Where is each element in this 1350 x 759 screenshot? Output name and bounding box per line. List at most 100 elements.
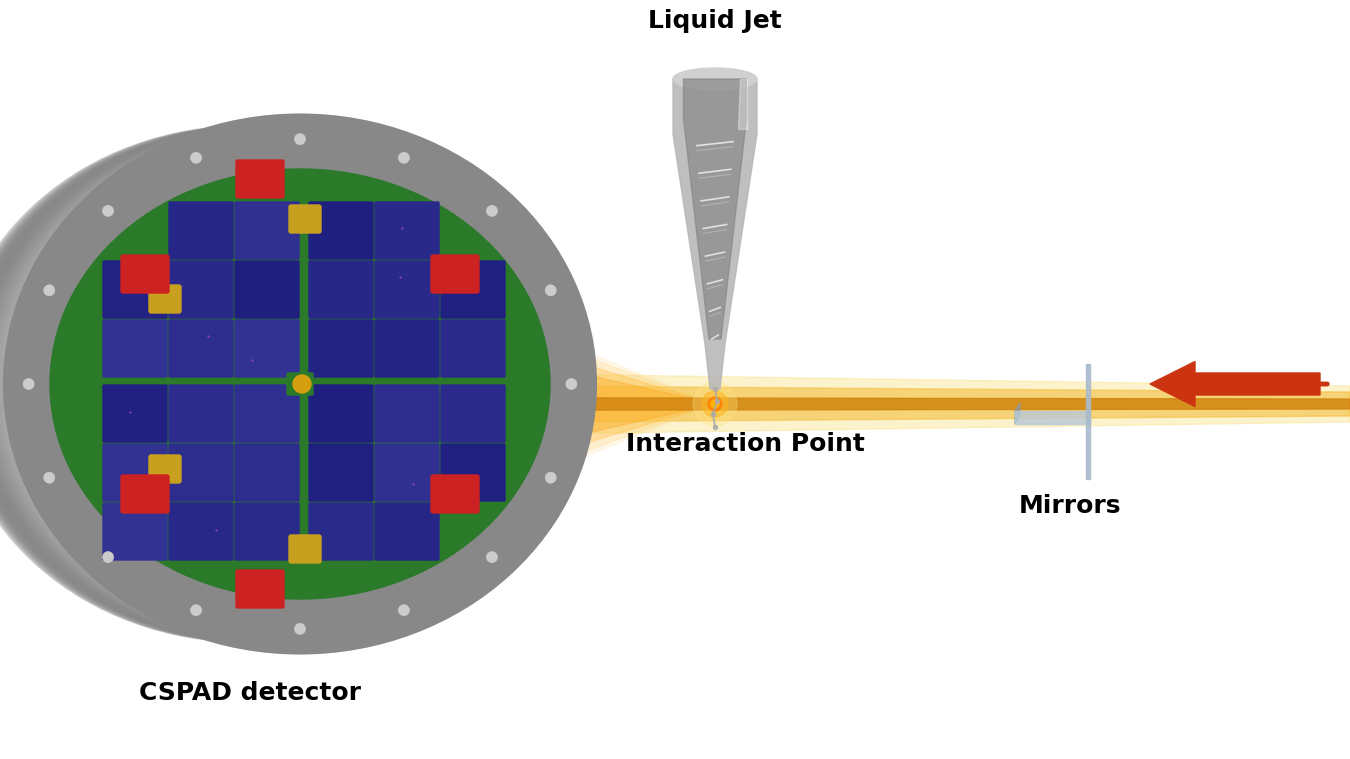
Ellipse shape xyxy=(0,126,583,642)
FancyBboxPatch shape xyxy=(103,444,167,501)
FancyBboxPatch shape xyxy=(431,475,479,513)
Polygon shape xyxy=(738,79,747,129)
FancyBboxPatch shape xyxy=(169,503,234,560)
FancyArrow shape xyxy=(1150,361,1320,407)
FancyBboxPatch shape xyxy=(235,444,298,501)
FancyBboxPatch shape xyxy=(236,160,284,198)
Circle shape xyxy=(23,379,34,389)
Circle shape xyxy=(398,153,409,163)
FancyBboxPatch shape xyxy=(309,385,373,442)
FancyBboxPatch shape xyxy=(289,535,321,563)
FancyBboxPatch shape xyxy=(375,385,439,442)
FancyBboxPatch shape xyxy=(103,320,167,377)
Circle shape xyxy=(398,605,409,616)
Polygon shape xyxy=(0,397,1350,411)
FancyBboxPatch shape xyxy=(169,320,234,377)
Circle shape xyxy=(294,623,305,635)
FancyBboxPatch shape xyxy=(309,503,373,560)
Ellipse shape xyxy=(0,126,543,642)
FancyBboxPatch shape xyxy=(441,261,505,318)
Text: CSPAD detector: CSPAD detector xyxy=(139,681,360,705)
Circle shape xyxy=(103,552,113,562)
FancyBboxPatch shape xyxy=(148,285,181,313)
FancyBboxPatch shape xyxy=(309,261,373,318)
Polygon shape xyxy=(674,79,757,389)
Circle shape xyxy=(103,206,113,216)
Ellipse shape xyxy=(0,126,568,642)
Polygon shape xyxy=(320,314,716,494)
FancyBboxPatch shape xyxy=(169,385,234,442)
FancyBboxPatch shape xyxy=(236,570,284,608)
FancyBboxPatch shape xyxy=(309,320,373,377)
Ellipse shape xyxy=(707,397,722,411)
Circle shape xyxy=(566,379,576,389)
Polygon shape xyxy=(1015,411,1089,424)
FancyBboxPatch shape xyxy=(431,255,479,293)
Polygon shape xyxy=(320,244,716,564)
Circle shape xyxy=(43,472,55,483)
FancyBboxPatch shape xyxy=(169,261,234,318)
FancyBboxPatch shape xyxy=(169,444,234,501)
Circle shape xyxy=(294,134,305,145)
Ellipse shape xyxy=(0,126,566,642)
FancyBboxPatch shape xyxy=(169,202,234,259)
Circle shape xyxy=(293,375,310,393)
FancyBboxPatch shape xyxy=(441,444,505,501)
Polygon shape xyxy=(320,284,716,524)
Ellipse shape xyxy=(702,391,728,417)
FancyBboxPatch shape xyxy=(235,261,298,318)
Ellipse shape xyxy=(711,400,720,408)
FancyBboxPatch shape xyxy=(375,444,439,501)
Ellipse shape xyxy=(0,126,563,642)
FancyBboxPatch shape xyxy=(122,475,169,513)
Text: Interaction Point: Interaction Point xyxy=(625,432,864,456)
Ellipse shape xyxy=(3,126,593,642)
Ellipse shape xyxy=(0,126,545,642)
FancyBboxPatch shape xyxy=(375,202,439,259)
FancyBboxPatch shape xyxy=(103,385,167,442)
FancyBboxPatch shape xyxy=(375,261,439,318)
FancyBboxPatch shape xyxy=(235,385,298,442)
Circle shape xyxy=(545,472,556,483)
Ellipse shape xyxy=(0,126,555,642)
FancyBboxPatch shape xyxy=(235,320,298,377)
Polygon shape xyxy=(1015,403,1021,424)
FancyBboxPatch shape xyxy=(375,503,439,560)
FancyBboxPatch shape xyxy=(288,373,313,395)
Ellipse shape xyxy=(0,126,560,642)
Circle shape xyxy=(190,153,201,163)
Ellipse shape xyxy=(693,382,737,426)
FancyBboxPatch shape xyxy=(103,261,167,318)
FancyBboxPatch shape xyxy=(309,202,373,259)
Ellipse shape xyxy=(0,126,549,642)
Circle shape xyxy=(43,285,55,296)
Polygon shape xyxy=(320,259,716,549)
Ellipse shape xyxy=(674,68,757,90)
Text: Mirrors: Mirrors xyxy=(1019,494,1122,518)
Circle shape xyxy=(486,206,497,216)
Polygon shape xyxy=(683,79,747,339)
Ellipse shape xyxy=(50,169,549,599)
Ellipse shape xyxy=(0,126,586,642)
FancyBboxPatch shape xyxy=(148,455,181,483)
Polygon shape xyxy=(1085,364,1089,479)
Ellipse shape xyxy=(0,126,572,642)
Ellipse shape xyxy=(0,126,589,642)
FancyBboxPatch shape xyxy=(103,503,167,560)
Text: Liquid Jet: Liquid Jet xyxy=(648,9,782,33)
Circle shape xyxy=(545,285,556,296)
FancyBboxPatch shape xyxy=(235,202,298,259)
Circle shape xyxy=(190,605,201,616)
Ellipse shape xyxy=(5,115,595,653)
Ellipse shape xyxy=(0,126,578,642)
Ellipse shape xyxy=(0,126,580,642)
FancyBboxPatch shape xyxy=(289,205,321,233)
Ellipse shape xyxy=(0,126,575,642)
Ellipse shape xyxy=(0,126,552,642)
FancyBboxPatch shape xyxy=(309,444,373,501)
Circle shape xyxy=(486,552,497,562)
Ellipse shape xyxy=(0,126,540,642)
Ellipse shape xyxy=(0,126,558,642)
FancyBboxPatch shape xyxy=(441,320,505,377)
FancyBboxPatch shape xyxy=(235,503,298,560)
